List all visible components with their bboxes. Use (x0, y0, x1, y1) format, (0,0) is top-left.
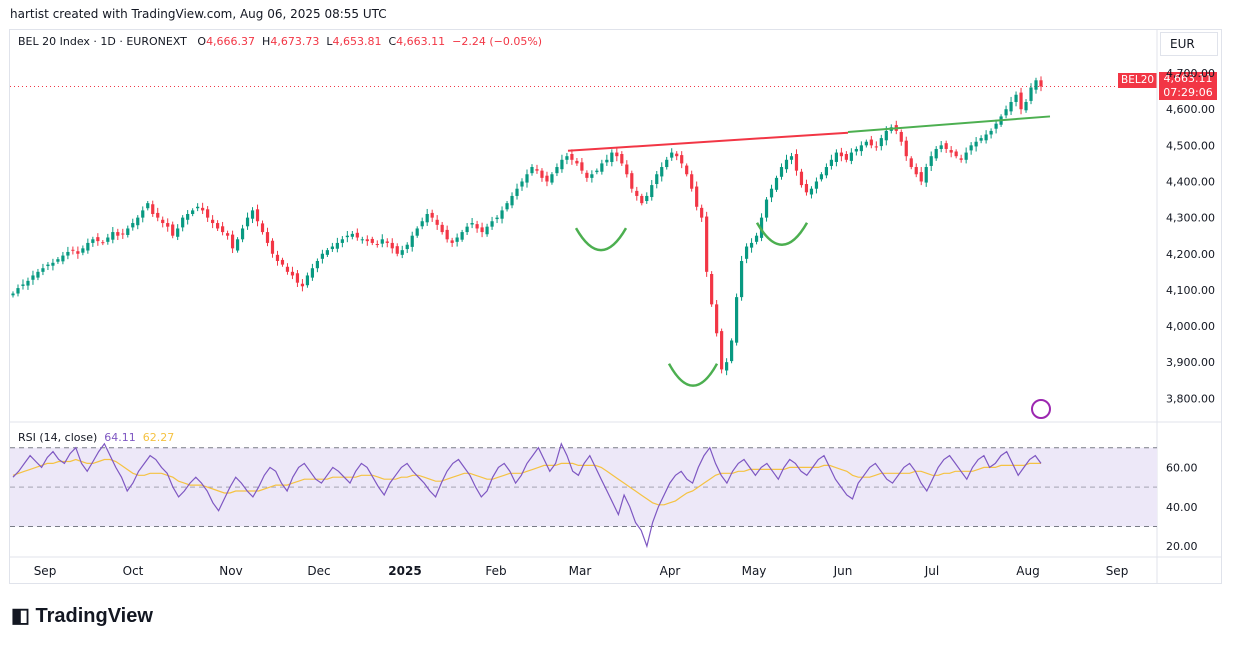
bar-countdown: 07:29:06 (1163, 86, 1213, 99)
high-label: H (262, 35, 271, 48)
tv-logo-icon: ◧ (11, 605, 30, 627)
low-value: 4,653.81 (332, 35, 382, 48)
chart-legend: BEL 20 Index · 1D · EURONEXT O4,666.37 H… (18, 35, 542, 48)
last-price-value: 4,663.11 (1163, 72, 1213, 85)
symbol-badge: BEL20 (1118, 73, 1158, 88)
close-label: C (388, 35, 397, 48)
rsi-ma-value: 62.27 (142, 431, 175, 444)
open-value: 4,666.37 (206, 35, 256, 48)
symbol-label[interactable]: BEL 20 Index · 1D · EURONEXT (18, 35, 187, 48)
change-value: −2.24 (−0.05%) (452, 35, 543, 48)
chart-credit: hartist created with TradingView.com, Au… (10, 7, 387, 21)
high-value: 4,673.73 (270, 35, 320, 48)
tradingview-logo: ◧ TradingView (11, 603, 153, 628)
currency-selector[interactable]: EUR (1160, 32, 1218, 56)
last-price-badge: 4,663.11 07:29:06 (1159, 72, 1217, 100)
tv-logo-text: TradingView (35, 605, 153, 627)
low-label: L (326, 35, 333, 48)
chart-frame (9, 29, 1222, 584)
rsi-value: 64.11 (104, 431, 136, 444)
rsi-label[interactable]: RSI (14, close) (18, 431, 98, 444)
rsi-legend: RSI (14, close) 64.11 62.27 (18, 431, 174, 444)
open-label: O (197, 35, 207, 48)
close-value: 4,663.11 (396, 35, 446, 48)
